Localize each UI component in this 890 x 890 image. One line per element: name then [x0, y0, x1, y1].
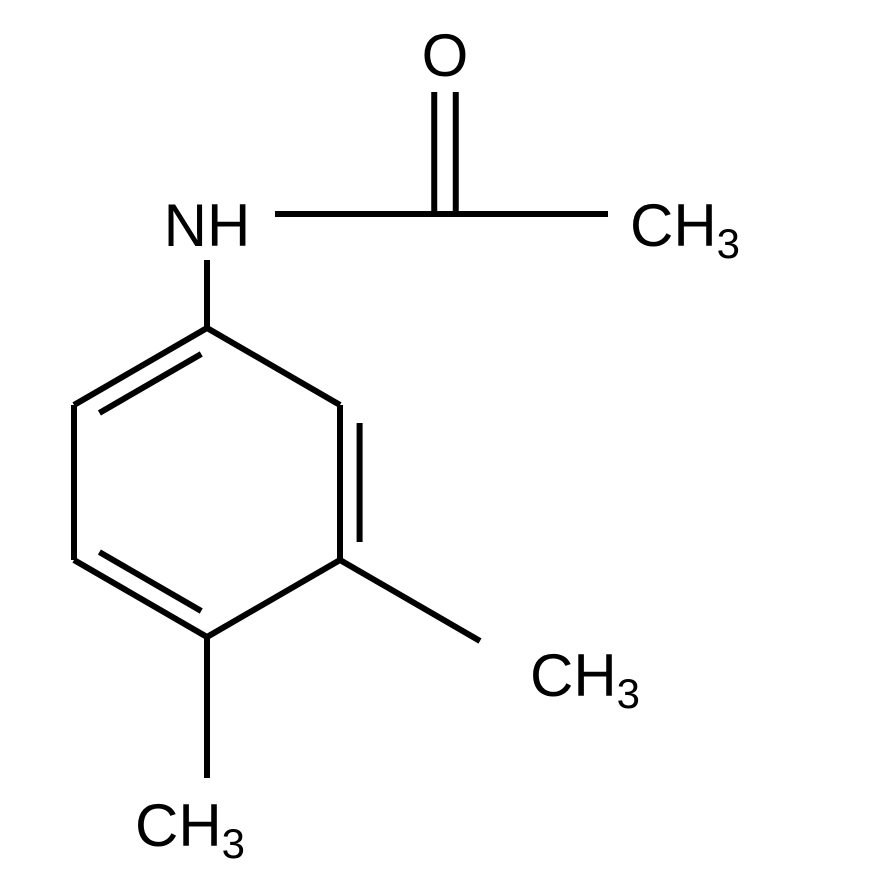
atom-label-CH3_para: CH3: [135, 792, 245, 867]
atom-label-CH3_meta: CH3: [530, 642, 640, 717]
atom-label-NH: NH: [164, 192, 251, 259]
molecule-diagram: O NH CH3 CH3 CH3: [0, 0, 890, 890]
atom-label-O: O: [422, 22, 469, 89]
atom-label-CH3_acetyl: CH3: [630, 192, 740, 267]
